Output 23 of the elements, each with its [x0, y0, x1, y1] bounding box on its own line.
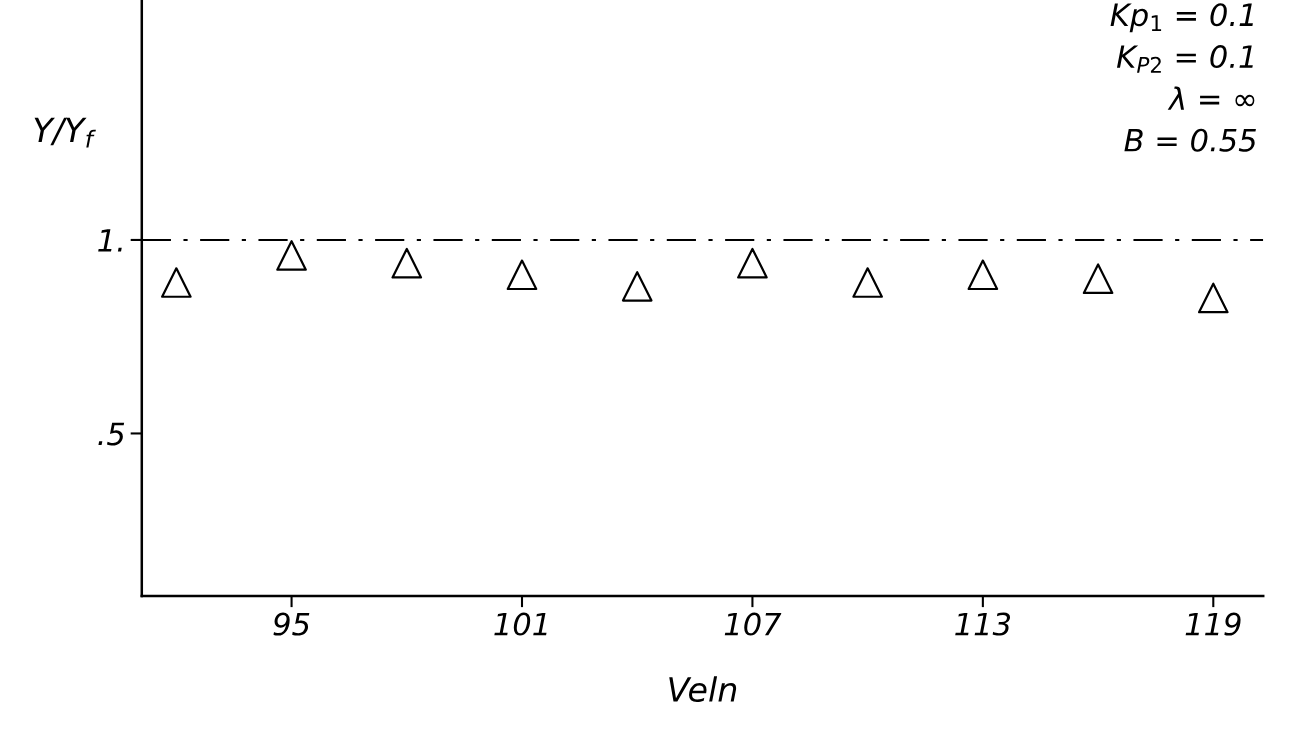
point	[161, 267, 192, 298]
annotation: B = 0.55	[1124, 128, 1256, 152]
point	[967, 259, 999, 291]
y-axis-title: Y/Y$_{f}$	[34, 117, 96, 148]
point	[506, 259, 538, 291]
point	[391, 247, 423, 279]
x-tick-label: 107	[724, 612, 782, 636]
x-tick-label: 101	[494, 612, 547, 636]
point	[1197, 282, 1229, 314]
y-tick-label: 1.	[98, 229, 122, 252]
x-tick-label: 119	[1185, 612, 1241, 636]
x-axis-title: Veln	[669, 676, 737, 703]
point	[276, 240, 307, 271]
point	[621, 271, 653, 302]
annotation: λ = ∞	[1167, 86, 1255, 110]
x-tick-label: 95	[273, 612, 310, 636]
annotation: K$_{P2}$ = 0.1	[1116, 45, 1253, 73]
annotation: Kp$_{1}$ = 0.1	[1110, 3, 1253, 33]
point	[737, 247, 768, 279]
y-tick-label: .5	[98, 422, 125, 446]
point	[852, 267, 883, 298]
point	[1082, 263, 1114, 294]
x-tick-label: 113	[955, 612, 1011, 636]
